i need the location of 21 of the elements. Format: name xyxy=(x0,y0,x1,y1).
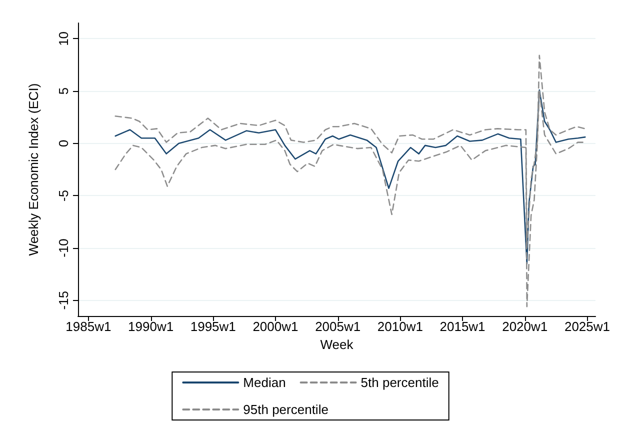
y-tick-label: 5 xyxy=(56,87,71,95)
x-tick-label: 2000w1 xyxy=(252,319,298,334)
y-tick-label: -10 xyxy=(56,238,71,258)
x-tick-label: 2020w1 xyxy=(502,319,548,334)
y-tick-label: 10 xyxy=(56,31,71,46)
x-tick-label: 2015w1 xyxy=(440,319,486,334)
line-series xyxy=(114,89,586,264)
y-tick-label: 0 xyxy=(56,140,71,147)
y-tick-label: -5 xyxy=(56,190,71,202)
x-tick-label: 1985w1 xyxy=(66,319,112,334)
legend-label: Median xyxy=(243,375,286,390)
x-tick-label: 1990w1 xyxy=(128,319,174,334)
x-tick-label: 2025w1 xyxy=(564,319,610,334)
y-axis-title: Weekly Economic Index (ECI) xyxy=(26,83,41,256)
x-axis-title: Week xyxy=(320,337,354,352)
x-tick-label: 2010w1 xyxy=(377,319,423,334)
x-tick-label: 1995w1 xyxy=(190,319,236,334)
x-tick-label: 2005w1 xyxy=(315,319,361,334)
legend-label: 5th percentile xyxy=(360,375,439,390)
y-tick-label: -15 xyxy=(56,290,71,310)
legend-label: 95th percentile xyxy=(243,402,328,417)
